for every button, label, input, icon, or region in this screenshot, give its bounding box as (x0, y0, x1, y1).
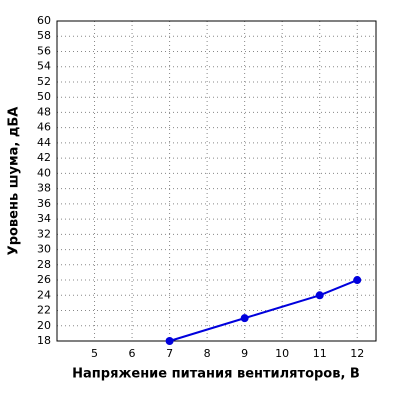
x-tick-label: 8 (204, 347, 211, 360)
y-tick-label: 28 (37, 258, 51, 271)
y-tick-label: 40 (37, 166, 51, 179)
line (169, 279, 358, 342)
x-axis-label: Напряжение питания вентиляторов, В (72, 367, 360, 382)
x-tick-label: 12 (350, 347, 364, 360)
y-tick-label: 46 (37, 121, 51, 134)
point (240, 314, 249, 323)
y-tick-label: 22 (37, 304, 51, 317)
point (165, 337, 174, 345)
y-tick-label: 36 (37, 197, 51, 210)
x-tick-label: 9 (241, 347, 248, 360)
x-tick-label: 11 (313, 347, 327, 360)
y-tick-label: 24 (37, 288, 51, 301)
y-axis-label: Уровень шума, дБА (7, 107, 22, 256)
x-tick-label: 6 (129, 347, 136, 360)
y-tick-label: 20 (37, 319, 51, 332)
y-tick-label: 26 (37, 273, 51, 286)
y-tick-label: 34 (37, 212, 51, 225)
y-tick-label: 56 (37, 44, 51, 57)
x-tick-label: 7 (166, 347, 173, 360)
y-tick-label: 30 (37, 243, 51, 256)
y-tick-label: 50 (37, 90, 51, 103)
x-tick-label: 10 (275, 347, 289, 360)
y-tick-label: 18 (37, 334, 51, 347)
y-tick-label: 54 (37, 60, 51, 73)
point (353, 276, 362, 285)
y-tick-label: 44 (37, 136, 51, 149)
y-tick-label: 58 (37, 29, 51, 42)
y-tick-label: 52 (37, 75, 51, 88)
y-tick-label: 60 (37, 14, 51, 27)
point (315, 291, 324, 300)
y-tick-label: 32 (37, 227, 51, 240)
y-tick-label: 48 (37, 105, 51, 118)
x-tick-label: 5 (91, 347, 98, 360)
plot-frame (56, 20, 377, 342)
y-tick-label: 42 (37, 151, 51, 164)
y-tick-label: 38 (37, 182, 51, 195)
